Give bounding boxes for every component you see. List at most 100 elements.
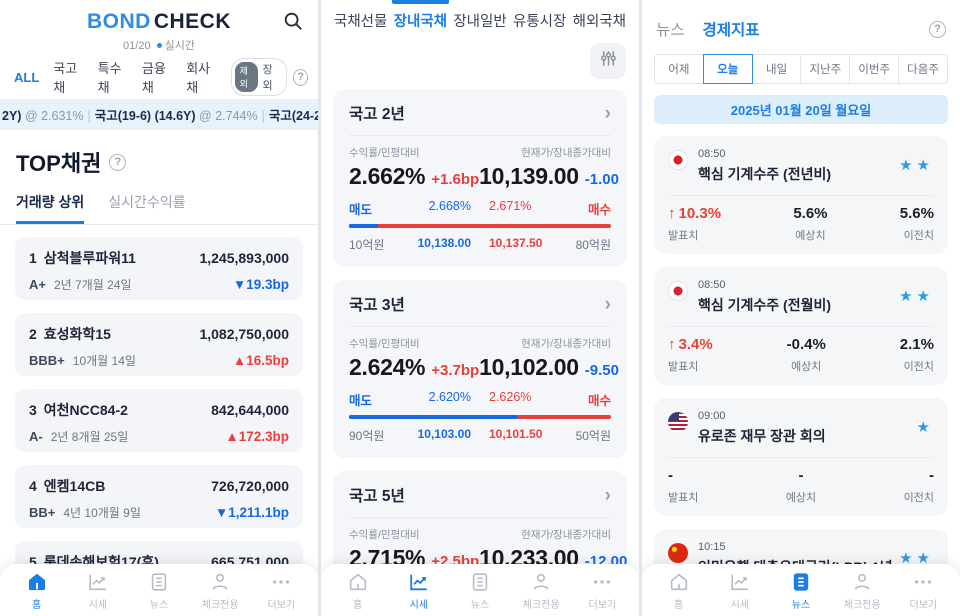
card-title: 국고 5년 (349, 488, 405, 505)
yield-change: +3.7bp (431, 362, 480, 379)
otc-exclude-toggle[interactable]: 제외 장외 (230, 58, 288, 96)
tab-special-bond[interactable]: 특수채 (97, 61, 122, 95)
chevron-right-icon: › (604, 293, 611, 315)
nav-news[interactable]: 뉴스 (773, 571, 829, 611)
bond-list-item[interactable]: 1 삼척블루파워11 1,245,893,000 A+ 2년 7개월 24일 ▼19… (15, 237, 303, 300)
event-card[interactable]: 08:50 핵심 기계수주 (전월비) ★★ ↑ 3.4% 발표치 -0.4% 예상치… (654, 267, 948, 385)
tab-last-week[interactable]: 지난주 (800, 54, 851, 84)
buy-label: 매수 (587, 203, 611, 217)
nav-home[interactable]: 홈 (651, 571, 707, 611)
tab-volume-rank[interactable]: 거래량 상위 (16, 192, 85, 224)
sell-label: 매도 (349, 394, 373, 408)
bondcheck-logo: BOND CHECK (0, 10, 318, 34)
tab-corporate-bond[interactable]: 회사채 (186, 61, 211, 95)
event-card[interactable]: 09:00 유로존 재무 장관 회의 ★ - 발표치 - 예상치 - 이전치 (654, 398, 948, 516)
event-card[interactable]: 08:50 핵심 기계수주 (전년비) ★★ ↑ 10.3% 발표치 5.6% 예상치… (654, 136, 948, 254)
date-label: 01/20 (123, 40, 151, 52)
nav-more[interactable]: 더보기 (895, 571, 951, 611)
live-dot-icon (156, 43, 162, 49)
tab-all[interactable]: ALL (14, 69, 40, 85)
nav-label: 시세 (409, 600, 428, 611)
nav-home[interactable]: 홈 (9, 571, 65, 611)
search-icon (282, 12, 304, 36)
tab-tomorrow[interactable]: 내일 (751, 54, 802, 84)
nav-label: 뉴스 (791, 600, 811, 611)
ticker-name: 국고(19-6) (14.6Y) (94, 109, 196, 123)
bond-volume: 726,720,000 (211, 478, 289, 494)
filter-row (321, 31, 639, 89)
divider (349, 326, 611, 327)
tab-realtime-yield[interactable]: 실시간수익률 (108, 194, 186, 210)
actual-value: - (668, 467, 673, 484)
chart-icon (408, 571, 430, 593)
price-change: -9.50 (584, 362, 619, 379)
tab-exchange-general[interactable]: 장내일반 (453, 14, 507, 30)
sell-label: 매도 (349, 203, 373, 217)
bond-change: ▼1,211.1bp (214, 505, 289, 520)
forecast-value: -0.4% (786, 336, 826, 353)
yield-change: +1.6bp (431, 171, 480, 188)
nav-news[interactable]: 뉴스 (452, 571, 508, 611)
card-header[interactable]: 국고 3년 › (349, 293, 611, 315)
card-title: 국고 2년 (349, 106, 405, 123)
filter-button[interactable] (590, 43, 626, 79)
nav-check-only[interactable]: 체크전용 (192, 571, 248, 611)
divider (668, 457, 934, 458)
bond-volume: 1,082,750,000 (199, 326, 289, 342)
card-title: 국고 3년 (349, 297, 405, 314)
nav-check-only[interactable]: 체크전용 (834, 571, 890, 611)
bond-list-item[interactable]: 2 효성화학15 1,082,750,000 BBB+ 10개월 14일 ▲16.5… (15, 313, 303, 376)
tab-this-week[interactable]: 이번주 (849, 54, 900, 84)
search-button[interactable] (282, 10, 304, 37)
help-icon[interactable]: ? (929, 20, 946, 38)
tab-financial-bond[interactable]: 금융채 (141, 61, 166, 95)
nav-home[interactable]: 홈 (330, 571, 386, 611)
nav-quotes[interactable]: 시세 (70, 571, 126, 611)
tab-yesterday[interactable]: 어제 (654, 54, 704, 84)
tab-next-week[interactable]: 다음주 (898, 54, 948, 84)
nav-label: 뉴스 (470, 600, 490, 611)
nav-more[interactable]: 더보기 (253, 571, 309, 611)
sell-volume: 10억원 (349, 238, 385, 252)
event-title: 핵심 기계수주 (전년비) (698, 166, 832, 182)
previous-value: - (929, 467, 934, 484)
bond-name: 삼척블루파워11 (43, 250, 136, 266)
tab-bond-futures[interactable]: 국채선물 (334, 14, 388, 30)
price-label: 현재가/장내종가대비 (521, 338, 611, 350)
nav-quotes[interactable]: 시세 (391, 571, 447, 611)
bottom-nav: 홈 시세 뉴스 체크전용 더보기 (642, 564, 960, 616)
nav-more[interactable]: 더보기 (574, 571, 630, 611)
tab-secondary-market[interactable]: 유통시장 (512, 14, 567, 30)
card-header[interactable]: 국고 2년 › (349, 102, 611, 124)
tab-economic-indicators[interactable]: 경제지표 (702, 22, 760, 39)
news-header-tabs: 뉴스 경제지표 ? (642, 0, 960, 40)
nav-label: 홈 (31, 600, 42, 611)
nav-label: 뉴스 (149, 600, 169, 611)
nav-check-only[interactable]: 체크전용 (513, 571, 569, 611)
bond-change: ▼19.3bp (232, 277, 289, 292)
importance-stars: ★★ (899, 157, 934, 174)
bond-tenor: 10개월 14일 (72, 354, 136, 368)
tab-exchange-govt[interactable]: 장내국채 (391, 0, 450, 31)
nav-quotes[interactable]: 시세 (712, 571, 768, 611)
help-icon[interactable]: ? (293, 68, 308, 86)
tab-govt-bond[interactable]: 국고채 (53, 61, 78, 95)
bond-list-item[interactable]: 4 엔켐14CB 726,720,000 BB+ 4년 10개월 9일 ▼1,211… (15, 465, 303, 528)
tab-news[interactable]: 뉴스 (656, 22, 685, 39)
card-header[interactable]: 국고 5년 › (349, 484, 611, 506)
actual-label: 발표치 (668, 492, 699, 504)
tab-overseas-govt[interactable]: 해외국채 (572, 14, 626, 30)
importance-stars: ★★ (899, 288, 934, 305)
nav-news[interactable]: 뉴스 (131, 571, 187, 611)
bond-change: ▲16.5bp (232, 353, 289, 368)
event-time: 08:50 (698, 148, 726, 160)
help-icon[interactable]: ? (109, 153, 127, 171)
price-change: -1.00 (584, 171, 619, 188)
forecast-value: 5.6% (793, 205, 828, 222)
tab-today[interactable]: 오늘 (702, 54, 753, 84)
buy-rate: 2.671% (489, 199, 532, 213)
ticker-name: 2Y) (2, 109, 22, 123)
sell-rate: 2.668% (428, 199, 471, 213)
japan-flag-icon (668, 150, 688, 170)
bond-list-item[interactable]: 3 여천NCC84-2 842,644,000 A- 2년 8개월 25일 ▲172… (15, 389, 303, 452)
